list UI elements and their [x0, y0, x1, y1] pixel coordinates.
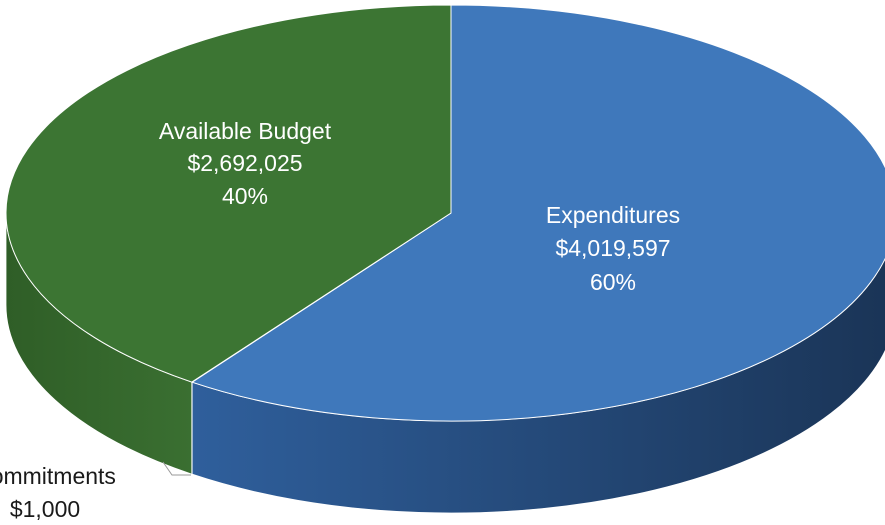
label-expenditures-percent: 60%	[590, 269, 636, 295]
pie-slices	[5, 4, 885, 422]
label-commitments-value: $1,000	[10, 496, 80, 522]
commitments-leader-line	[162, 461, 191, 476]
label-commitments-name: Commitments	[0, 463, 116, 489]
label-expenditures-value: $4,019,597	[555, 235, 670, 261]
label-available-value: $2,692,025	[187, 150, 302, 176]
slice-available-budget	[5, 4, 452, 383]
label-expenditures-name: Expenditures	[546, 202, 680, 228]
slice-expenditures	[190, 4, 885, 422]
label-available-percent: 40%	[222, 183, 268, 209]
label-available-name: Available Budget	[159, 118, 332, 144]
